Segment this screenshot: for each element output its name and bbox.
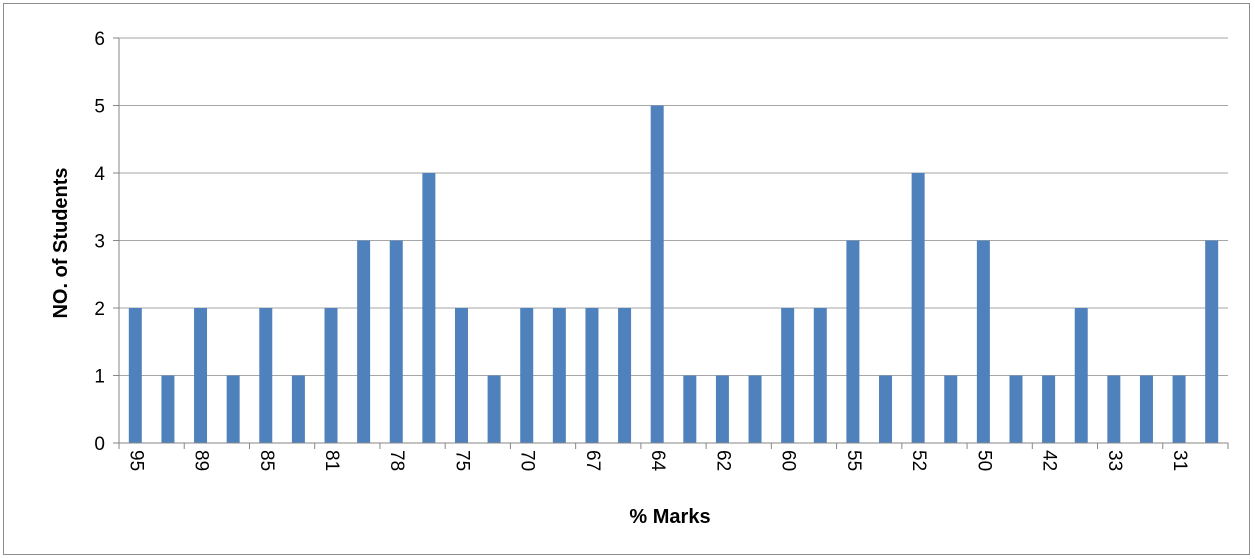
y-tick-label: 3: [94, 232, 105, 253]
bar: [1074, 308, 1088, 443]
bar: [552, 308, 566, 443]
axes: [113, 37, 1229, 449]
bar: [650, 105, 664, 443]
bar: [259, 308, 273, 443]
x-tick-label: 75: [451, 450, 472, 471]
x-tick-label: 55: [843, 450, 864, 471]
x-tick-label: 33: [1104, 450, 1125, 471]
grid-lines: [119, 37, 1228, 376]
x-tick-label: 81: [321, 450, 342, 471]
x-tick-label: 70: [517, 450, 538, 471]
bar: [715, 375, 729, 443]
x-tick-labels: 95 89 85 81 78 75 70 67 64 62 60 55 52 50 42 33 31: [125, 450, 1190, 472]
bar: [389, 240, 403, 443]
bar: [226, 375, 240, 443]
bar: [324, 308, 338, 443]
x-tick-label: 89: [191, 450, 212, 471]
y-axis-title: NO. of Students: [50, 167, 72, 318]
bar: [422, 173, 436, 443]
x-tick-label: 78: [386, 450, 407, 471]
bar: [128, 308, 142, 443]
x-tick-label: 67: [582, 450, 603, 471]
x-tick-label: 64: [647, 450, 668, 472]
bar: [357, 240, 371, 443]
bar: [1107, 375, 1121, 443]
x-tick-label: 60: [778, 450, 799, 471]
x-tick-label: 85: [256, 450, 277, 471]
y-tick-labels: 0 1 2 3 4 5 6: [94, 29, 105, 455]
bar: [454, 308, 468, 443]
x-tick-label: 95: [125, 450, 146, 471]
bar: [291, 375, 305, 443]
bar: [1042, 375, 1056, 443]
x-tick-label: 52: [908, 450, 929, 471]
y-tick-label: 1: [94, 367, 105, 388]
bar: [1009, 375, 1023, 443]
bar: [618, 308, 632, 443]
bar: [1172, 375, 1186, 443]
bar: [520, 308, 534, 443]
bar: [161, 375, 175, 443]
y-tick-label: 0: [94, 434, 105, 455]
bar: [846, 240, 860, 443]
bar: [683, 375, 697, 443]
x-tick-label: 62: [712, 450, 733, 471]
y-tick-label: 5: [94, 97, 105, 118]
bar: [487, 375, 501, 443]
chart-frame: [3, 3, 1250, 555]
y-tick-label: 2: [94, 299, 105, 320]
bar: [879, 375, 893, 443]
bar: [944, 375, 958, 443]
x-axis-title: % Marks: [629, 506, 710, 528]
bars: [128, 105, 1219, 443]
bar: [813, 308, 827, 443]
y-tick-label: 6: [94, 29, 105, 50]
bar: [1139, 375, 1153, 443]
bar: [781, 308, 795, 443]
y-tick-label: 4: [94, 164, 105, 185]
bar: [976, 240, 990, 443]
bar: [1205, 240, 1219, 443]
bar: [585, 308, 599, 443]
bar: [194, 308, 208, 443]
bar: [911, 173, 925, 443]
x-tick-label: 31: [1169, 450, 1190, 471]
bar: [748, 375, 762, 443]
x-tick-label: 42: [1039, 450, 1060, 471]
x-tick-label: 50: [973, 450, 994, 471]
